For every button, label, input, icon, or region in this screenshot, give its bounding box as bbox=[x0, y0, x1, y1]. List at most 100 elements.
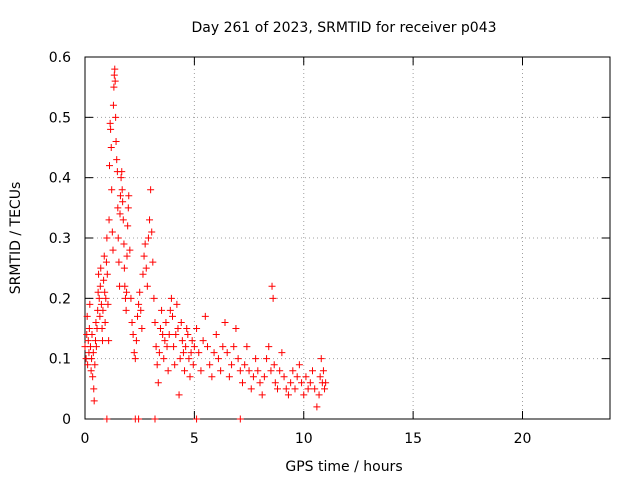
data-point bbox=[107, 125, 115, 133]
data-point bbox=[160, 355, 168, 363]
data-point bbox=[175, 391, 183, 399]
data-point bbox=[86, 343, 94, 351]
data-point bbox=[232, 325, 240, 332]
x-tick-label: 15 bbox=[404, 431, 422, 447]
y-tick-label: 0.1 bbox=[49, 352, 71, 368]
data-point bbox=[187, 349, 195, 357]
data-point bbox=[91, 361, 99, 369]
data-point bbox=[128, 318, 136, 326]
data-point bbox=[289, 367, 297, 375]
data-point bbox=[140, 252, 148, 260]
data-point bbox=[156, 325, 164, 332]
data-point bbox=[221, 318, 229, 326]
y-tick-label: 0.3 bbox=[49, 231, 71, 247]
data-point bbox=[171, 361, 179, 369]
data-point bbox=[195, 349, 203, 357]
data-point bbox=[256, 379, 264, 387]
data-point bbox=[106, 119, 114, 127]
data-point bbox=[236, 415, 244, 423]
data-point bbox=[223, 349, 231, 357]
data-point bbox=[101, 288, 109, 296]
data-point bbox=[186, 373, 194, 381]
data-point bbox=[309, 367, 316, 375]
data-point bbox=[119, 216, 127, 224]
data-point bbox=[86, 300, 94, 308]
data-point bbox=[199, 337, 207, 345]
data-point bbox=[161, 337, 169, 345]
data-point bbox=[188, 337, 196, 345]
data-point bbox=[282, 385, 290, 393]
y-tick-label: 0.6 bbox=[49, 50, 71, 66]
x-tick-label: 10 bbox=[295, 431, 313, 447]
data-point bbox=[249, 373, 257, 381]
data-point bbox=[280, 373, 288, 381]
data-point bbox=[313, 403, 321, 411]
data-point bbox=[174, 325, 182, 332]
plot-frame bbox=[84, 56, 611, 420]
data-point bbox=[126, 246, 134, 254]
data-point bbox=[304, 385, 312, 393]
data-point bbox=[268, 282, 276, 290]
data-point bbox=[103, 270, 111, 278]
data-point bbox=[102, 294, 110, 302]
data-point bbox=[278, 349, 286, 357]
data-point bbox=[267, 367, 275, 375]
y-axis-label: SRMTID / TECUs bbox=[8, 182, 24, 295]
data-point bbox=[83, 312, 91, 320]
data-point bbox=[183, 325, 191, 332]
data-point bbox=[291, 385, 299, 393]
data-point bbox=[113, 156, 121, 164]
data-point bbox=[241, 361, 249, 369]
data-point bbox=[102, 258, 110, 266]
data-point bbox=[98, 325, 106, 332]
data-point bbox=[103, 415, 111, 423]
data-point bbox=[137, 306, 145, 314]
data-point bbox=[111, 77, 119, 85]
data-point bbox=[107, 144, 115, 151]
data-point bbox=[123, 288, 131, 296]
data-point bbox=[210, 349, 218, 357]
data-point bbox=[182, 343, 190, 351]
data-point bbox=[170, 343, 178, 351]
data-point bbox=[116, 192, 124, 200]
data-point bbox=[311, 385, 319, 393]
data-point bbox=[122, 306, 130, 314]
data-point bbox=[108, 228, 116, 236]
data-point bbox=[155, 349, 163, 357]
data-point bbox=[322, 379, 330, 387]
data-point bbox=[298, 379, 306, 387]
data-point bbox=[184, 331, 192, 339]
data-point bbox=[106, 162, 113, 170]
data-point bbox=[95, 270, 103, 278]
data-point bbox=[124, 222, 132, 230]
data-point bbox=[105, 337, 113, 345]
data-point bbox=[97, 300, 105, 308]
data-point bbox=[103, 234, 111, 242]
data-point bbox=[295, 361, 303, 369]
y-tick-label: 0.4 bbox=[49, 171, 71, 187]
data-point bbox=[269, 294, 277, 302]
data-point bbox=[84, 361, 92, 369]
data-point bbox=[154, 379, 162, 387]
data-point bbox=[135, 415, 143, 423]
data-point bbox=[239, 379, 246, 387]
data-points bbox=[81, 65, 330, 423]
data-point bbox=[151, 415, 159, 423]
data-point bbox=[138, 325, 146, 332]
data-point bbox=[193, 325, 201, 332]
data-point bbox=[212, 331, 220, 339]
x-tick-label: 0 bbox=[81, 431, 90, 447]
data-point bbox=[144, 234, 152, 242]
data-point bbox=[181, 367, 189, 375]
data-point bbox=[265, 343, 273, 351]
data-point bbox=[142, 264, 150, 272]
data-point bbox=[92, 337, 99, 345]
data-point bbox=[217, 367, 225, 375]
data-point bbox=[96, 312, 104, 320]
data-point bbox=[219, 343, 227, 351]
data-point bbox=[149, 258, 157, 266]
data-point bbox=[258, 391, 266, 399]
data-point bbox=[120, 240, 128, 248]
data-point bbox=[274, 385, 281, 393]
data-point bbox=[271, 379, 279, 387]
